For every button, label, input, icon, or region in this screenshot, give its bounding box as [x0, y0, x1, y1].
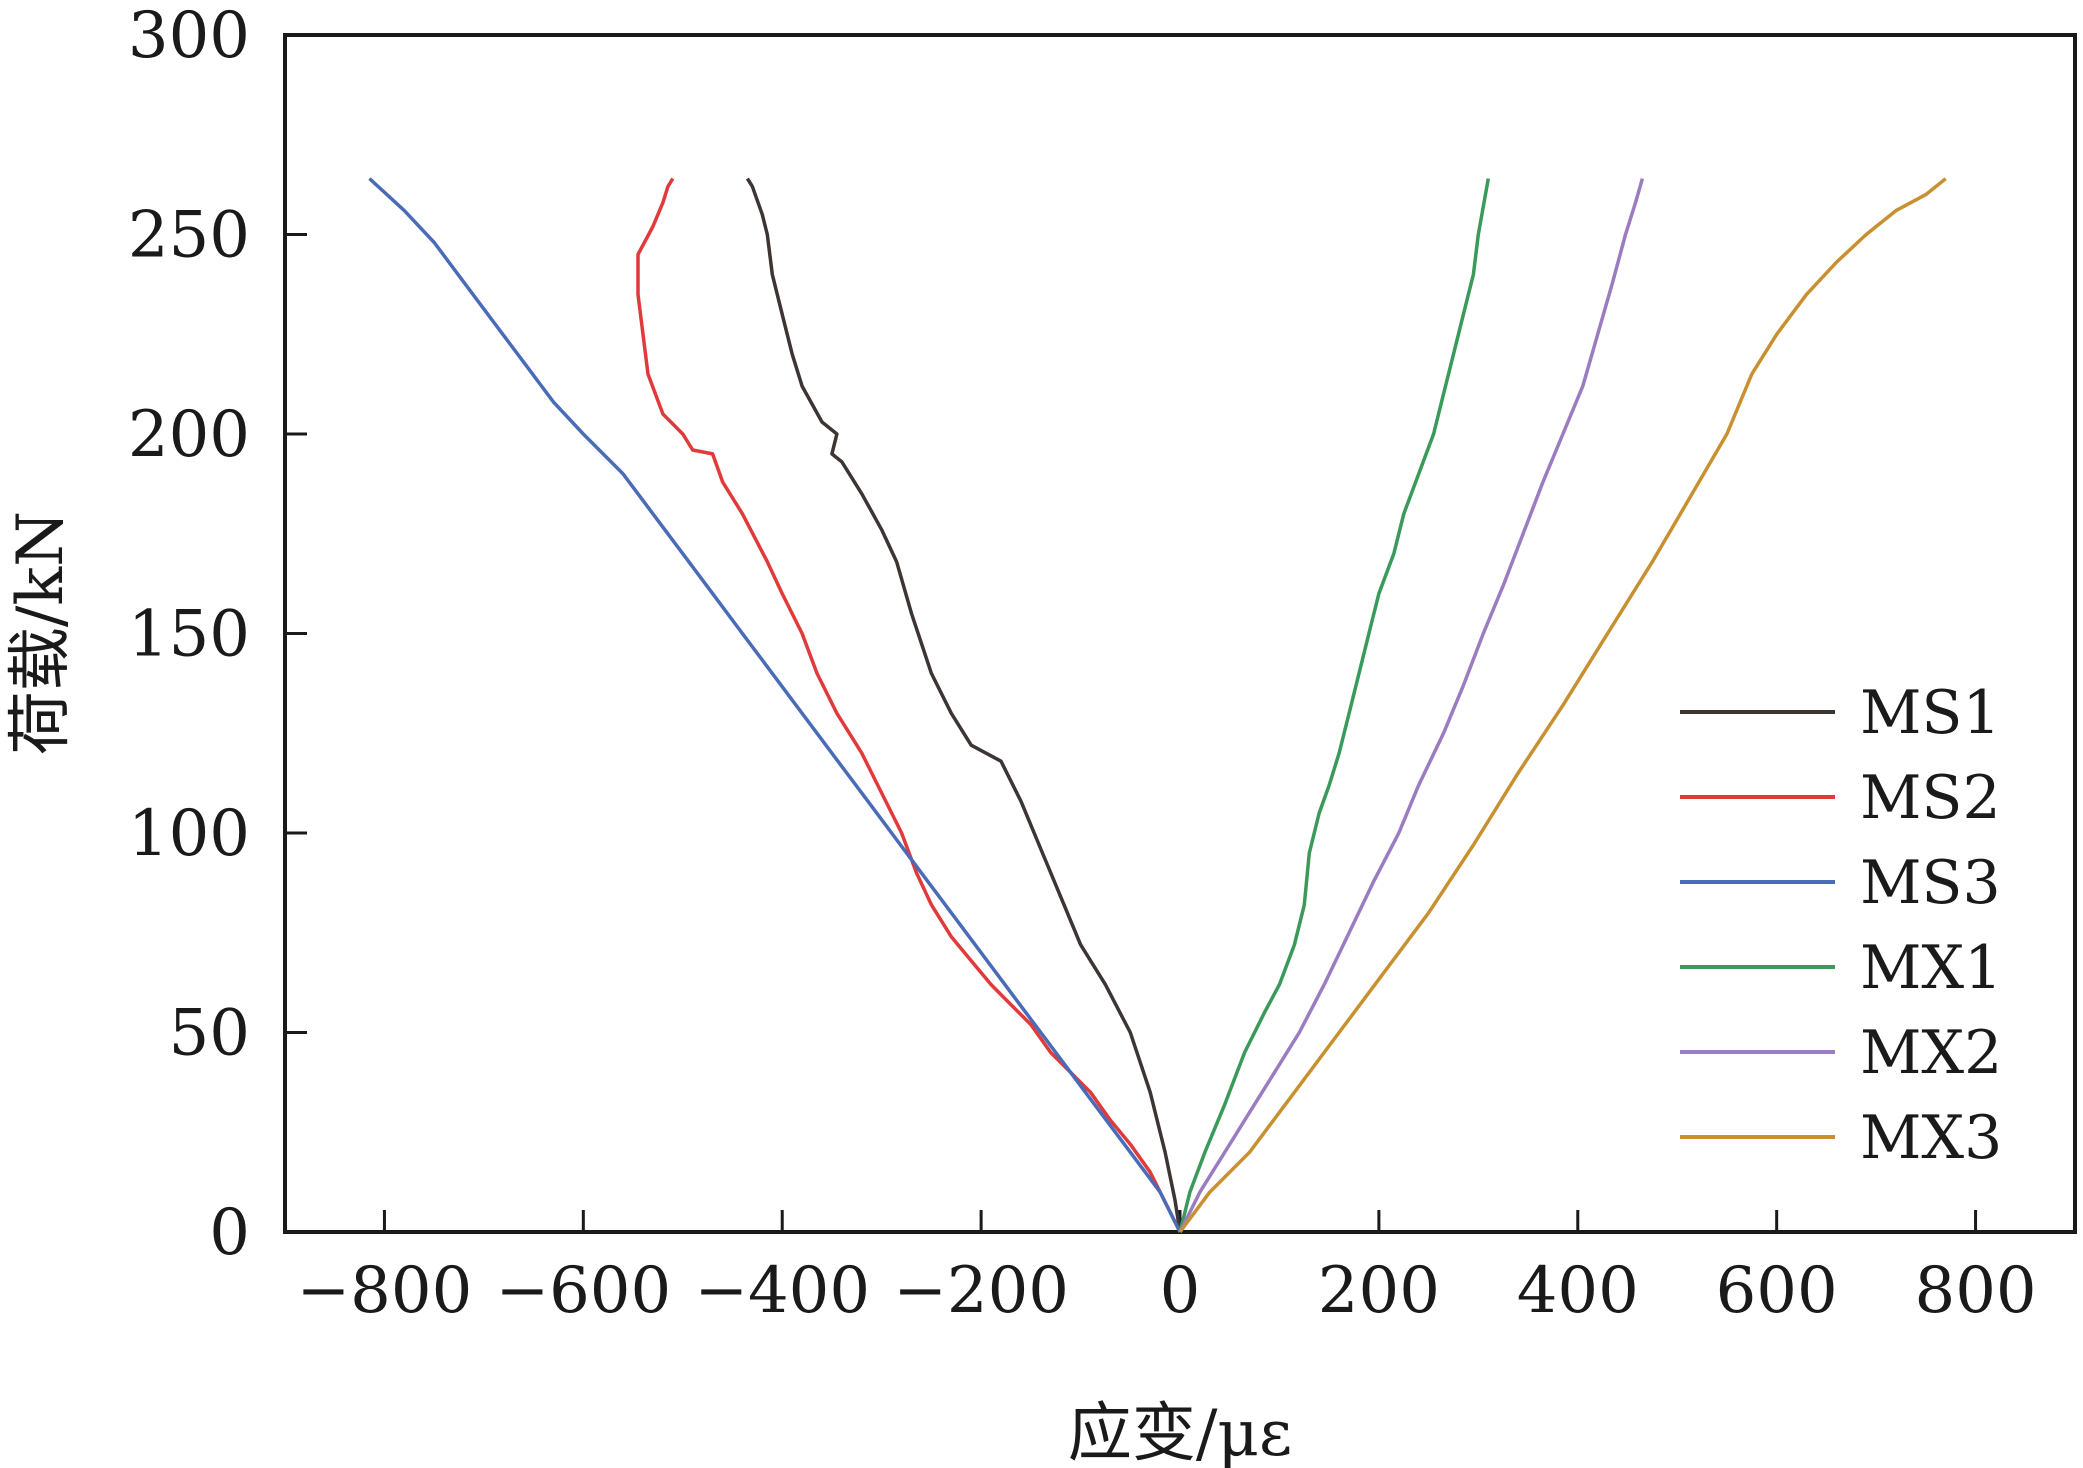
- legend-label-ms3: MS3: [1860, 848, 2001, 918]
- y-tick-label: 200: [128, 398, 250, 472]
- x-tick-label: 400: [1517, 1254, 1639, 1328]
- x-tick-label: 600: [1716, 1254, 1838, 1328]
- x-tick-label: 800: [1914, 1254, 2036, 1328]
- x-tick-label: −400: [694, 1254, 870, 1328]
- y-tick-label: 150: [128, 598, 250, 672]
- y-tick-label: 300: [128, 0, 250, 73]
- x-axis: −800 −600 −400 −200 0 200 400 600 800: [297, 1210, 2037, 1328]
- x-tick-label: −200: [893, 1254, 1069, 1328]
- legend-label-mx3: MX3: [1860, 1103, 2002, 1173]
- series-line-mx2: [1178, 178, 1645, 1233]
- legend-label-mx2: MX2: [1860, 1018, 2002, 1088]
- y-tick-label: 250: [128, 199, 250, 273]
- y-axis-title: 荷载/kN: [4, 511, 78, 755]
- y-tick-label: 0: [209, 1196, 250, 1270]
- series-line-ms1: [745, 177, 1182, 1233]
- y-tick-label: 50: [169, 997, 250, 1071]
- x-axis-title: 应变/με: [1068, 1397, 1292, 1468]
- legend-label-mx1: MX1: [1860, 933, 2002, 1003]
- x-tick-label: 200: [1318, 1254, 1440, 1328]
- y-tick-label: 100: [128, 797, 250, 871]
- x-tick-label: −600: [495, 1254, 671, 1328]
- legend: MS1 MS2 MS3 MX1 MX2 MX3: [1680, 678, 2002, 1173]
- series-line-ms2: [636, 177, 1182, 1233]
- series-line-mx3: [1178, 177, 1947, 1234]
- x-tick-label: 0: [1160, 1254, 1201, 1328]
- legend-label-ms2: MS2: [1860, 763, 2001, 833]
- series-line-mx1: [1178, 178, 1491, 1233]
- series-line-ms3: [368, 177, 1182, 1233]
- y-axis: 0 50 100 150 200 250 300: [128, 0, 307, 1270]
- legend-label-ms1: MS1: [1860, 678, 2001, 748]
- series-layer: [368, 177, 1947, 1234]
- x-tick-label: −800: [297, 1254, 473, 1328]
